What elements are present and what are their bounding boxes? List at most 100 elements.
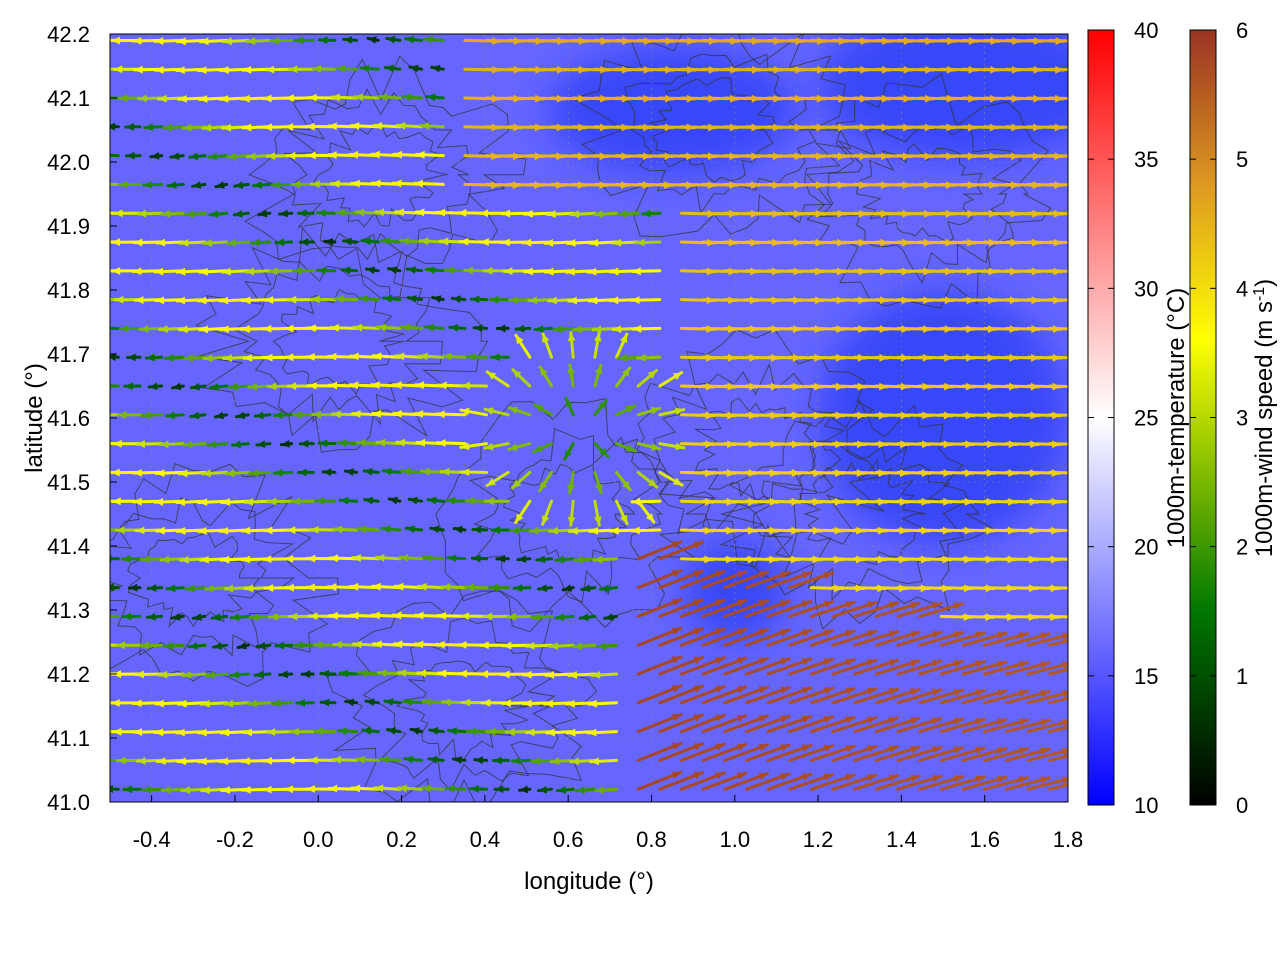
wind-vector-head (780, 657, 790, 666)
wind-vector (658, 407, 686, 417)
contour-line (194, 226, 489, 453)
wind-vector-head (1062, 747, 1068, 756)
wind-vector (679, 598, 726, 618)
wind-vector (401, 93, 424, 102)
wind-vector (416, 582, 445, 591)
wind-vector-head (515, 335, 524, 345)
wind-vector (338, 496, 359, 505)
wind-vector (541, 332, 554, 359)
wind-vector-head (110, 353, 116, 361)
wind-vector-head (162, 785, 171, 794)
wind-vector-head (126, 151, 135, 160)
wind-vector-head (431, 64, 441, 73)
colorbar-tick-label: 6 (1236, 18, 1248, 43)
wind-vector (507, 442, 532, 451)
wind-vector (939, 631, 986, 647)
wind-vector-head (234, 181, 244, 189)
wind-vector (295, 698, 315, 707)
wind-vector-head (631, 296, 640, 305)
wind-vector-head (400, 237, 410, 246)
wind-vector (187, 642, 207, 650)
wind-vector-head (220, 66, 229, 74)
wind-vector-head (127, 353, 136, 362)
wind-vector (1048, 783, 1068, 791)
wind-vector-head (642, 209, 651, 218)
wind-vector-head (336, 208, 345, 217)
wind-vector-head (186, 584, 195, 593)
wind-vector-head (309, 756, 318, 765)
wind-vector-head (736, 686, 746, 694)
wind-vector-head (479, 670, 489, 678)
wind-vector-head (523, 670, 532, 679)
wind-vector (337, 727, 359, 735)
wind-vector-head (1062, 661, 1068, 669)
wind-vector-head (567, 516, 576, 526)
wind-vector-head (349, 150, 359, 159)
wind-vector (184, 210, 207, 218)
wind-vector (701, 627, 748, 647)
wind-vector-head (758, 657, 768, 665)
wind-vector (961, 689, 1008, 705)
wind-vector-head (219, 757, 229, 766)
wind-vector-shaft (1048, 586, 1068, 590)
wind-vector-head (461, 468, 470, 477)
wind-vector-head (1074, 440, 1082, 448)
wind-vector-head (545, 267, 554, 276)
wind-vector (460, 381, 489, 390)
wind-vector (357, 669, 380, 678)
wind-vector-head (155, 66, 164, 74)
wind-vector (423, 35, 445, 44)
wind-vector-head (589, 526, 599, 535)
wind-vector-head (393, 179, 402, 188)
wind-vector-head (311, 295, 320, 304)
wind-vector-head (243, 728, 253, 737)
wind-vector-head (932, 602, 941, 610)
wind-vector (418, 352, 445, 361)
wind-vector-head (93, 727, 101, 735)
wind-vector-head (1072, 584, 1080, 592)
wind-vector-head (637, 353, 646, 362)
wind-vector (141, 785, 164, 794)
wind-vector-head (351, 179, 360, 188)
wind-vector (380, 525, 402, 534)
wind-vector (809, 773, 856, 791)
wind-vector (183, 354, 207, 362)
wind-vector-head (501, 238, 510, 247)
wind-vector-head (267, 728, 276, 736)
wind-vector (331, 755, 359, 764)
wind-vector-head (293, 410, 302, 419)
wind-vector (983, 775, 1030, 791)
colorbar-tick-label: 4 (1236, 276, 1248, 301)
wind-vector (593, 442, 610, 458)
x-tick-label: 1.4 (886, 827, 917, 852)
contour-line (624, 53, 817, 215)
wind-vector-head (758, 686, 768, 694)
wind-vector-head (223, 37, 232, 46)
wind-vector-head (594, 210, 603, 218)
wind-vector (422, 554, 445, 562)
wind-vector-head (373, 352, 382, 361)
wind-vector (452, 756, 467, 764)
wind-vector-head (531, 613, 540, 621)
wind-vector-head (673, 477, 683, 486)
wind-vector-shaft (1048, 442, 1068, 446)
wind-vector-head (110, 583, 114, 592)
wind-vector-head (95, 295, 103, 303)
wind-vector (831, 658, 878, 676)
wind-vector-head (113, 727, 122, 736)
wind-vector-head (364, 496, 374, 505)
wind-vector-head (397, 121, 406, 130)
wind-vector-head (975, 746, 985, 755)
wind-vector-head (438, 669, 447, 678)
wind-vector-head (1040, 776, 1050, 784)
wind-vector (744, 772, 791, 791)
contour-line (653, 362, 846, 538)
wind-vector (528, 526, 554, 535)
wind-vector-head (93, 641, 101, 649)
wind-vector (485, 727, 510, 736)
wind-vector (658, 598, 704, 618)
colorbar-tick-label: 5 (1236, 147, 1248, 172)
wind-vector-head (286, 756, 295, 765)
wind-vector-shaft (1048, 96, 1068, 100)
wind-vector-head (176, 66, 185, 75)
